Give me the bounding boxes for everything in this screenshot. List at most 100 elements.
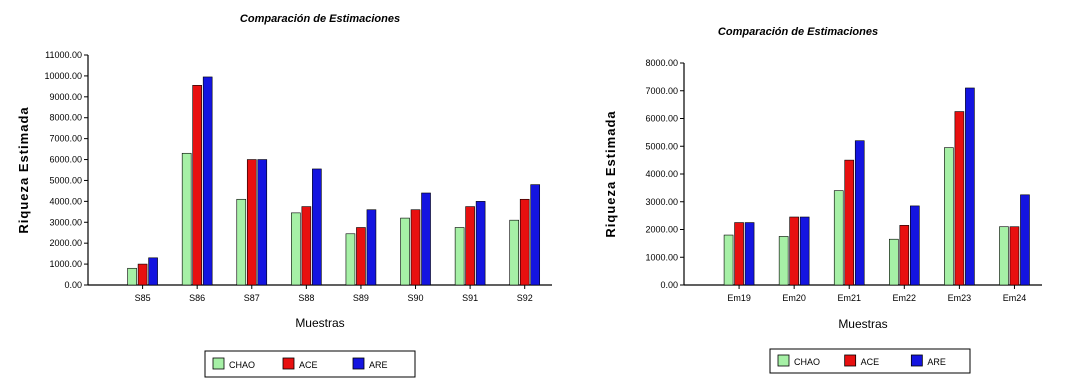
bar-are-em24 — [1020, 194, 1030, 286]
legend-label-are: ARE — [927, 357, 946, 367]
bar-are-s86 — [202, 76, 213, 286]
bar-ace-em21 — [844, 159, 855, 286]
bar-are-s87 — [257, 159, 268, 286]
bar-ace-s92 — [519, 198, 530, 286]
x-tick-label: S90 — [408, 293, 424, 303]
bar-ace-s85 — [137, 263, 148, 286]
bar-chao-em19 — [723, 234, 734, 286]
x-tick-label: Em23 — [948, 293, 972, 303]
y-tick-label: 1000.00 — [645, 252, 678, 262]
bar-are-s90 — [421, 192, 431, 286]
y-tick-label: 3000.00 — [49, 217, 82, 227]
x-tick-label: S86 — [189, 293, 205, 303]
x-tick-label: S88 — [298, 293, 314, 303]
y-tick-label: 0.00 — [64, 280, 82, 290]
y-tick-label: 2000.00 — [49, 238, 82, 248]
bar-chart-left: Comparación de Estimaciones 0.00 1000.00 20… — [16, 13, 552, 378]
legend-label-ace: ACE — [861, 357, 880, 367]
bar-chao-em24 — [999, 226, 1009, 286]
x-tick-label: Em20 — [782, 293, 806, 303]
x-tick-label: Em24 — [1003, 293, 1027, 303]
y-axis-label: Riqueza Estimada — [603, 110, 618, 237]
bar-ace-s87 — [246, 159, 257, 286]
y-tick-label: 8000.00 — [645, 58, 678, 68]
chart-title: Comparación de Estimaciones — [718, 26, 878, 38]
bar-are-em23 — [965, 87, 975, 286]
bar-chao-em21 — [833, 190, 844, 286]
bar-ace-s91 — [465, 206, 475, 286]
y-tick-label: 7000.00 — [645, 86, 678, 96]
y-tick-label: 1000.00 — [49, 259, 82, 269]
x-tick-label: Em21 — [837, 293, 861, 303]
bar-ace-em22 — [899, 225, 910, 286]
chart-title: Comparación de Estimaciones — [240, 13, 400, 25]
legend-swatch-chao — [212, 357, 225, 370]
bar-chao-em20 — [778, 236, 789, 286]
x-axis-label: Muestras — [838, 317, 887, 331]
y-tick-label: 3000.00 — [645, 197, 678, 207]
legend-label-chao: CHAO — [229, 360, 255, 370]
x-axis-label: Muestras — [295, 316, 344, 330]
bar-chao-s88 — [291, 212, 301, 286]
y-tick-label: 2000.00 — [645, 225, 678, 235]
legend-box — [769, 348, 971, 374]
legend-label-ace: ACE — [299, 360, 318, 370]
chart-panel-left: Comparación de Estimaciones 0.00 1000.00 20… — [16, 13, 552, 378]
bar-are-s88 — [312, 168, 322, 286]
y-axis-label: Riqueza Estimada — [16, 106, 31, 233]
y-tick-label: 7000.00 — [49, 134, 82, 144]
legend-box — [204, 350, 416, 378]
legend-swatch-ace — [844, 354, 857, 367]
bar-are-s85 — [148, 257, 158, 286]
y-tick-label: 10000.00 — [44, 71, 82, 81]
x-tick-label: S91 — [462, 293, 478, 303]
bar-ace-s89 — [356, 227, 366, 286]
bar-chao-s85 — [127, 267, 137, 286]
x-tick-label: S85 — [135, 293, 151, 303]
bar-chao-s92 — [509, 219, 520, 286]
bar-are-em22 — [910, 205, 920, 286]
legend-swatch-are — [352, 357, 365, 370]
bar-chart-right: Comparación de Estimaciones 0.00 1000.00 20… — [603, 26, 1042, 374]
legend-swatch-chao — [777, 354, 790, 367]
y-tick-label: 8000.00 — [49, 113, 82, 123]
y-tick-label: 5000.00 — [49, 175, 82, 185]
bar-chao-s89 — [345, 233, 356, 286]
bar-are-em19 — [744, 222, 755, 286]
bar-chao-em23 — [944, 147, 954, 286]
bar-chao-s86 — [181, 152, 192, 286]
bar-ace-em20 — [789, 216, 799, 286]
bar-are-s92 — [530, 184, 541, 286]
bar-are-s91 — [475, 201, 486, 286]
y-tick-label: 4000.00 — [645, 169, 678, 179]
y-tick-label: 6000.00 — [49, 155, 82, 165]
bar-chao-em22 — [889, 238, 899, 286]
x-tick-label: S92 — [517, 293, 533, 303]
bar-are-s89 — [366, 209, 377, 286]
bar-chao-s90 — [400, 217, 410, 286]
bar-are-em20 — [799, 216, 810, 286]
x-tick-label: S89 — [353, 293, 369, 303]
legend-swatch-ace — [282, 357, 295, 370]
x-tick-label: S87 — [244, 293, 260, 303]
bar-chao-s91 — [454, 227, 465, 286]
bar-chao-s87 — [236, 198, 247, 286]
chart-panel-right: Comparación de Estimaciones 0.00 1000.00 20… — [560, 0, 1078, 379]
bar-ace-em24 — [1009, 226, 1020, 286]
bar-ace-s90 — [410, 209, 421, 286]
legend-label-are: ARE — [369, 360, 388, 370]
y-tick-label: 5000.00 — [645, 141, 678, 151]
bar-ace-em19 — [734, 222, 744, 286]
y-tick-label: 4000.00 — [49, 196, 82, 206]
y-tick-label: 0.00 — [660, 280, 678, 290]
y-tick-label: 9000.00 — [49, 92, 82, 102]
bar-ace-s88 — [301, 206, 312, 286]
y-tick-label: 11000.00 — [45, 50, 82, 60]
x-tick-label: Em22 — [893, 293, 917, 303]
legend-swatch-are — [910, 354, 923, 367]
bar-are-em21 — [854, 140, 865, 286]
bar-ace-em23 — [954, 111, 965, 286]
legend-label-chao: CHAO — [794, 357, 820, 367]
y-tick-label: 6000.00 — [645, 114, 678, 124]
x-tick-label: Em19 — [727, 293, 751, 303]
